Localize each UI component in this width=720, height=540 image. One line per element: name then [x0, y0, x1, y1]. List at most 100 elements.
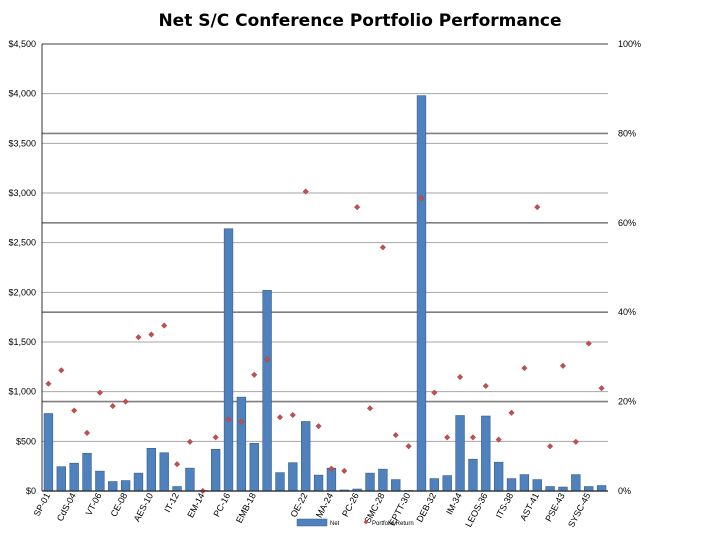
y-left-tick-label: $0 — [26, 486, 36, 496]
bar — [133, 472, 144, 492]
y-axis-right-ticks: 0% 20% 40% 60% 80% 100% — [618, 39, 641, 496]
y-left-tick-label: $500 — [16, 436, 36, 446]
y-right-tick-label: 60% — [618, 218, 636, 228]
bar — [468, 458, 478, 492]
return-point — [71, 407, 78, 414]
return-point — [289, 411, 296, 419]
bar — [223, 228, 234, 492]
bar — [545, 486, 555, 492]
return-point — [251, 371, 258, 378]
x-tick-label: PC-26 — [340, 491, 361, 518]
bar — [210, 448, 221, 492]
return-point — [534, 204, 541, 211]
return-point — [521, 364, 528, 372]
bar — [108, 481, 118, 492]
bar — [365, 472, 375, 492]
bar — [391, 479, 401, 492]
bar — [584, 486, 594, 492]
return-point — [173, 461, 181, 468]
bar — [159, 452, 169, 492]
legend-marker-swatch — [363, 519, 369, 525]
legend-label-net: Net — [330, 521, 340, 527]
y-right-tick-label: 40% — [618, 307, 636, 317]
return-point — [341, 467, 348, 474]
return-point — [276, 414, 284, 421]
x-tick-label: PC-16 — [211, 491, 232, 518]
bar — [56, 466, 66, 492]
return-point — [418, 195, 425, 202]
legend-bar-swatch — [296, 518, 328, 527]
y-left-tick-label: $2,000 — [8, 287, 36, 297]
x-tick-label: EM-14 — [185, 491, 206, 519]
x-tick-label: AST-41 — [518, 491, 541, 522]
return-point — [495, 436, 502, 443]
axes — [41, 44, 608, 492]
y-left-tick-label: $3,500 — [8, 138, 36, 148]
bar — [532, 479, 542, 492]
bar — [82, 452, 92, 492]
x-tick-label: PSE-43 — [543, 491, 566, 523]
return-point — [547, 443, 554, 450]
return-point — [122, 398, 129, 405]
x-tick-label: VT-06 — [84, 491, 104, 517]
bar — [596, 485, 607, 492]
return-point — [482, 382, 489, 390]
y-left-tick-label: $4,500 — [8, 39, 36, 49]
legend: Net Portfolio Return — [296, 518, 414, 527]
x-tick-label: CdS-04 — [55, 491, 78, 523]
chart-title: Net S/C Conference Portfolio Performance — [158, 11, 561, 31]
return-point — [45, 380, 52, 387]
gridlines — [42, 43, 608, 492]
y-right-tick-label: 0% — [618, 486, 631, 496]
bar — [249, 443, 259, 492]
return-point — [585, 340, 592, 347]
bar — [416, 95, 427, 492]
return-point — [572, 438, 579, 445]
y-right-tick-label: 20% — [618, 397, 636, 407]
return-point — [508, 409, 515, 416]
return-point — [405, 443, 412, 450]
return-point — [431, 389, 438, 396]
x-tick-label: SYSC-45 — [566, 491, 592, 529]
x-tick-label: CE-08 — [109, 491, 130, 518]
bar — [236, 396, 247, 492]
return-point — [456, 373, 464, 381]
x-tick-label: ITS-38 — [494, 491, 516, 520]
y-left-tick-label: $3,000 — [8, 188, 36, 198]
return-point — [354, 204, 361, 211]
bar — [571, 474, 581, 492]
y-left-tick-label: $1,000 — [8, 387, 36, 397]
bar — [275, 472, 285, 492]
return-point — [264, 356, 271, 363]
y-left-tick-label: $1,500 — [8, 337, 36, 347]
bar — [558, 486, 568, 492]
return-series — [45, 188, 605, 495]
return-point — [238, 418, 245, 425]
return-point — [148, 331, 155, 338]
return-point — [366, 405, 374, 412]
bar — [43, 413, 54, 492]
bar — [506, 478, 517, 492]
bar — [288, 462, 298, 492]
bar — [455, 415, 465, 492]
bar — [262, 290, 272, 492]
return-point — [598, 385, 605, 392]
return-point — [559, 362, 567, 369]
bar — [146, 447, 157, 492]
return-point — [83, 429, 91, 436]
return-point — [392, 432, 399, 439]
return-point — [96, 389, 103, 396]
bar — [69, 462, 79, 492]
x-tick-label: LEOS-36 — [463, 491, 489, 528]
return-point — [186, 438, 194, 445]
x-tick-label: DEB-32 — [414, 491, 438, 524]
x-tick-label: EMB-18 — [234, 491, 258, 524]
x-tick-label: IM-34 — [444, 491, 464, 516]
x-tick-label: IT-12 — [162, 491, 180, 514]
bar — [301, 421, 311, 492]
bar — [493, 461, 504, 492]
bar — [95, 470, 105, 492]
return-point — [109, 402, 116, 410]
bar — [185, 467, 195, 492]
